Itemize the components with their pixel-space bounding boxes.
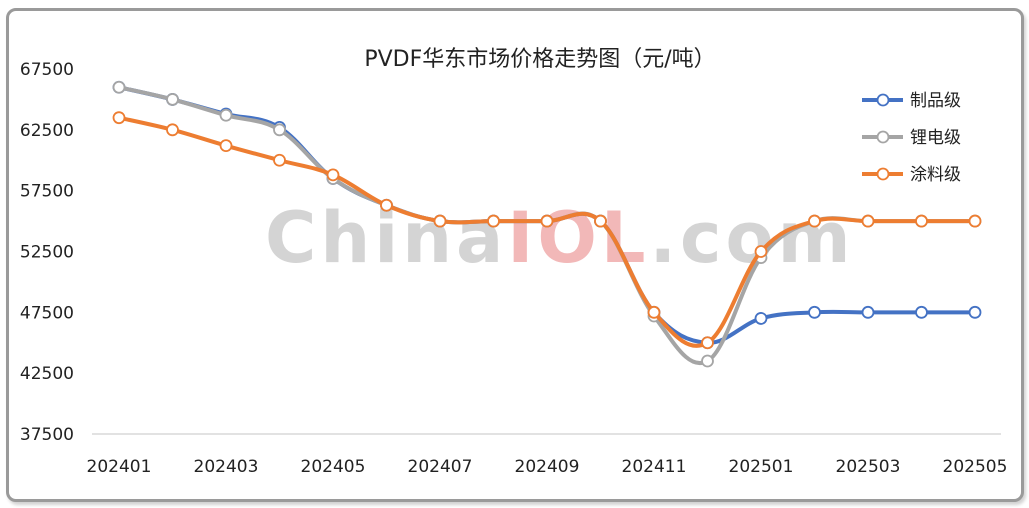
data-point bbox=[219, 139, 233, 153]
y-tick-label: 67500 bbox=[20, 60, 74, 80]
data-point bbox=[594, 214, 607, 228]
x-tick-label: 202503 bbox=[836, 457, 901, 477]
legend-swatch-marker bbox=[876, 167, 890, 181]
x-tick-label: 202409 bbox=[515, 457, 580, 477]
data-point bbox=[219, 108, 233, 122]
watermark-text: ChinaIOL.com bbox=[265, 197, 855, 279]
x-tick-label: 202401 bbox=[87, 457, 152, 477]
legend-item: 制品级 bbox=[862, 91, 961, 111]
chart-title: PVDF华东市场价格走势图（元/吨） bbox=[364, 47, 715, 72]
x-tick-label: 202505 bbox=[943, 457, 1008, 477]
data-point bbox=[487, 214, 500, 228]
data-point bbox=[273, 153, 286, 167]
x-tick-label: 202403 bbox=[194, 457, 259, 477]
data-point bbox=[701, 354, 714, 368]
data-point bbox=[754, 245, 768, 258]
legend-swatch-marker bbox=[876, 130, 890, 144]
data-point bbox=[273, 123, 286, 137]
data-point bbox=[380, 198, 393, 212]
x-axis-ticks: 202401 202403 202405 202407 202409 202411 2025… bbox=[87, 457, 1008, 477]
x-tick-label: 202501 bbox=[729, 457, 794, 477]
y-tick-label: 42500 bbox=[20, 364, 74, 384]
data-point bbox=[915, 305, 928, 319]
series-3 bbox=[112, 111, 982, 350]
data-point bbox=[754, 312, 768, 325]
data-point bbox=[701, 336, 714, 350]
x-tick-label: 202405 bbox=[301, 457, 366, 477]
data-point bbox=[861, 214, 875, 228]
data-point bbox=[808, 305, 821, 319]
legend-label: 制品级 bbox=[910, 91, 961, 111]
watermark-part: IOL bbox=[507, 197, 649, 279]
data-point bbox=[915, 214, 928, 228]
y-tick-label: 37500 bbox=[20, 425, 74, 445]
data-point bbox=[808, 214, 821, 228]
y-tick-label: 57500 bbox=[20, 182, 74, 202]
watermark: ChinaIOL.com bbox=[265, 197, 855, 279]
legend-item: 涂料级 bbox=[862, 165, 961, 185]
x-tick-label: 202411 bbox=[622, 457, 687, 477]
data-point bbox=[861, 305, 875, 319]
x-tick-label: 202407 bbox=[408, 457, 473, 477]
legend-label: 涂料级 bbox=[910, 165, 961, 185]
legend-item: 锂电级 bbox=[862, 128, 961, 148]
y-tick-label: 47500 bbox=[20, 303, 74, 323]
data-point bbox=[968, 305, 982, 319]
data-point bbox=[112, 80, 126, 94]
y-tick-label: 52500 bbox=[20, 243, 74, 263]
data-point bbox=[540, 214, 554, 228]
y-tick-label: 62500 bbox=[20, 121, 74, 141]
y-axis-ticks: 37500 42500 47500 52500 57500 62500 67500 bbox=[20, 60, 74, 445]
chart-frame bbox=[6, 8, 1024, 502]
legend-label: 锂电级 bbox=[910, 128, 961, 148]
data-point bbox=[166, 123, 179, 137]
data-point bbox=[433, 214, 447, 228]
data-point bbox=[166, 93, 179, 106]
legend-swatch-marker bbox=[876, 93, 890, 107]
data-point bbox=[112, 111, 126, 125]
data-point bbox=[647, 305, 661, 319]
series-layer bbox=[112, 80, 982, 368]
data-point bbox=[968, 214, 982, 228]
data-point bbox=[326, 168, 340, 182]
